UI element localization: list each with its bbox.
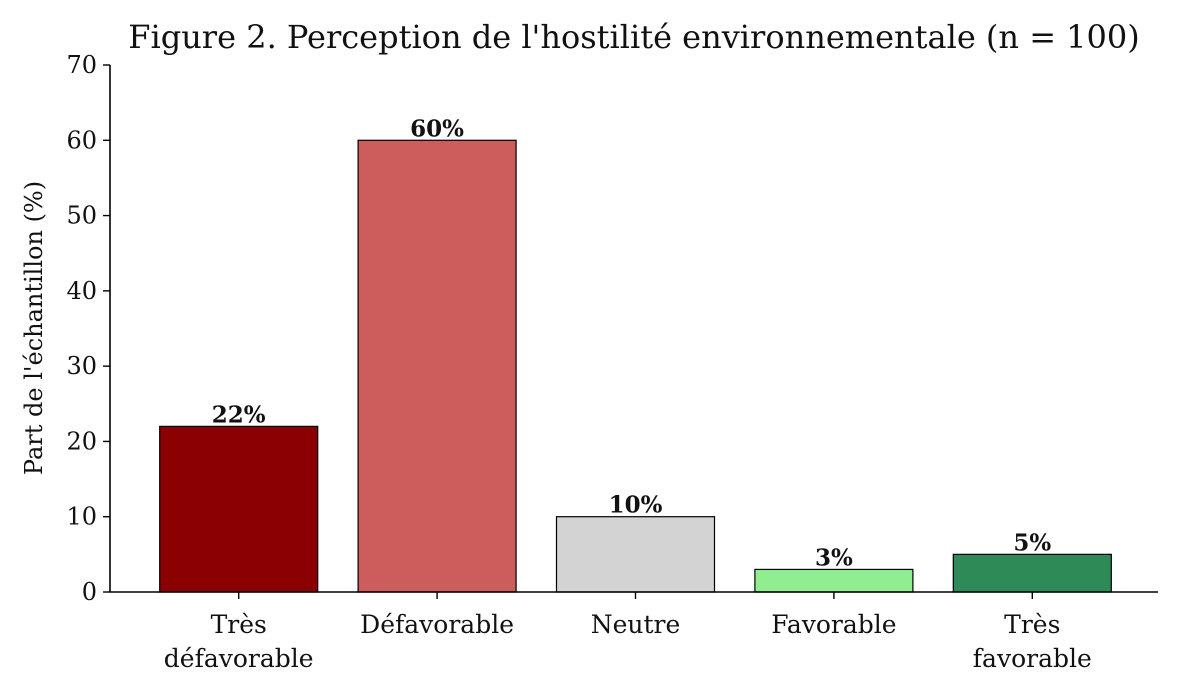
x-tick-label-line: Neutre [591,610,681,639]
y-tick-label: 10 [66,503,97,531]
y-tick-label: 0 [82,578,97,606]
x-tick-label-line: favorable [973,644,1092,673]
data-label: 60% [410,115,464,142]
bar [555,516,716,593]
y-tick-label: 70 [66,51,97,79]
x-tick-label-line: Favorable [771,610,896,639]
x-axis-ticks: Très défavorable Défavorable Neutre Favorabl… [164,592,1092,673]
data-label: 22% [212,401,266,428]
y-axis-ticks: 0 10 20 30 40 50 60 70 [66,51,110,606]
data-label: 10% [609,492,663,519]
y-tick-label: 20 [66,427,97,455]
bars-layer [159,139,1112,593]
x-tick-label: Très favorable [973,610,1092,673]
data-labels-layer: 22% 60% 10% 3% 5% [212,115,1052,571]
x-tick-label: Défavorable [360,610,514,639]
x-tick-label-line: Très [1004,610,1060,639]
bar [952,553,1112,593]
x-tick-label: Favorable [771,610,896,639]
y-tick-label: 60 [66,126,97,154]
x-tick-label: Neutre [591,610,681,639]
bar [357,139,517,593]
bar [754,568,914,593]
x-tick-label-line: Très [211,610,267,639]
data-label: 3% [815,544,853,571]
data-label: 5% [1013,529,1051,556]
chart-title: Figure 2. Perception de l'hostilité envi… [128,18,1139,56]
y-axis-label: Part de l'échantillon (%) [20,181,48,475]
x-tick-label: Très défavorable [164,610,314,673]
bar [159,425,319,593]
y-tick-label: 50 [66,202,97,230]
y-tick-label: 30 [66,352,97,380]
y-tick-label: 40 [66,277,97,305]
x-tick-label-line: défavorable [164,644,314,673]
x-tick-label-line: Défavorable [360,610,514,639]
